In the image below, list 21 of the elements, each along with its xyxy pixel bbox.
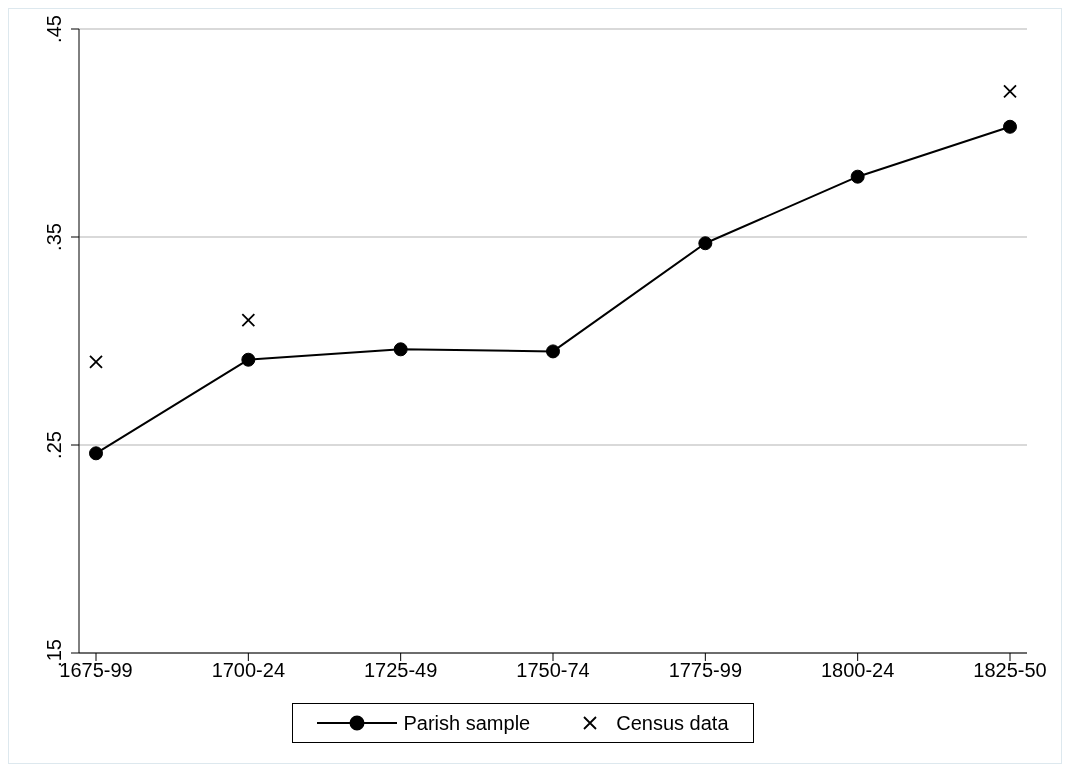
legend-label: Census data <box>616 711 729 735</box>
point <box>89 446 103 461</box>
x-tick-label: 1700-24 <box>211 659 286 682</box>
point <box>89 354 103 369</box>
point <box>1003 84 1017 99</box>
y-tick-label: .25 <box>43 431 65 459</box>
point <box>698 236 713 251</box>
point <box>241 352 256 367</box>
point <box>241 313 256 328</box>
y-tick-label: .35 <box>43 223 65 251</box>
x-tick-label: 1775-99 <box>668 659 743 682</box>
legend-label: Parish sample <box>403 711 531 735</box>
point <box>546 344 560 359</box>
x-tick-label: 1725-49 <box>363 659 438 682</box>
y-tick-label: .45 <box>43 15 65 43</box>
point <box>850 169 865 184</box>
point <box>1003 119 1017 134</box>
x-tick-label: 1750-74 <box>516 659 590 682</box>
x-tick-label: 1825-50 <box>973 659 1047 682</box>
x-tick-label: 1800-24 <box>820 659 895 682</box>
point <box>393 342 408 357</box>
